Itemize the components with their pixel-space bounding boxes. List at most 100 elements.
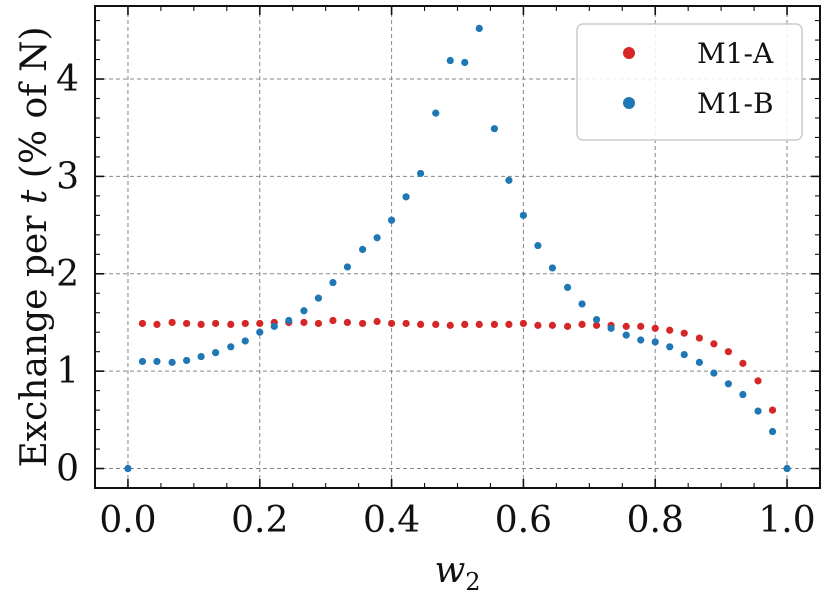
data-point-m1-b [373,234,381,242]
data-point-m1-b [578,300,586,308]
data-point-m1-b [783,464,791,473]
x-axis-label: w2 [434,550,480,594]
x-tick-label: 0.0 [99,500,156,541]
data-point-m1-b [227,343,235,351]
data-point-m1-b [534,241,542,250]
y-tick-label: 1 [56,351,79,392]
data-point-m1-b [651,338,659,346]
data-point-m1-a [168,318,176,327]
x-tick-label: 0.8 [627,500,684,541]
data-point-m1-b [592,315,601,324]
data-point-m1-a [432,320,440,329]
tick-labels: 0.0 0.2 0.4 0.6 0.8 1.0 0 1 2 3 4 [56,59,816,541]
data-point-m1-a [724,348,732,356]
x-tick-label: 1.0 [758,500,815,541]
data-point-m1-b [197,352,205,361]
data-point-m1-b [695,358,703,366]
data-point-m1-a [358,319,367,328]
data-point-m1-b [505,176,513,184]
data-point-m1-b [212,349,220,357]
data-point-m1-a [402,319,410,328]
data-point-m1-a [505,320,513,329]
data-point-m1-b [563,283,572,292]
data-points [124,24,791,473]
data-point-m1-b [666,343,674,351]
x-tick-label: 0.4 [363,500,420,541]
data-point-m1-a [592,321,601,329]
data-point-m1-b [461,58,469,67]
data-point-m1-b [548,264,557,272]
x-axis-label-sub: 2 [465,568,480,594]
x-axis-label-var: w [434,550,465,591]
data-point-m1-b [739,390,747,399]
data-point-m1-a [227,320,235,329]
data-point-m1-a [300,318,308,327]
legend: M1-A M1-B [576,23,803,141]
data-point-m1-a [490,320,499,329]
data-point-m1-b [343,263,352,271]
data-point-m1-a [768,406,777,414]
y-tick-label: 3 [56,156,79,197]
data-point-m1-a [446,321,454,329]
data-point-m1-a [475,320,483,329]
data-point-m1-b [256,328,264,336]
data-point-m1-b [138,357,147,366]
data-point-m1-a [695,334,703,342]
data-point-m1-a [183,319,191,328]
data-point-m1-b [124,464,132,473]
data-point-m1-b [724,380,732,388]
data-point-m1-b [622,331,630,339]
data-point-m1-b [710,369,718,377]
data-point-m1-b [329,278,337,287]
data-point-m1-a [534,321,542,329]
data-point-m1-b [432,109,440,117]
data-point-m1-a [622,322,630,330]
data-point-m1-a [666,326,674,334]
legend-label-m1-b: M1-B [697,87,774,120]
data-point-m1-a [153,320,161,329]
data-point-m1-a [548,321,557,329]
data-point-m1-b [241,337,249,345]
data-point-m1-b [680,350,688,359]
legend-marker-m1-b [623,97,635,109]
data-point-m1-a [387,319,396,328]
data-point-m1-b [446,56,454,65]
data-point-m1-b [387,216,396,224]
data-point-m1-b [475,24,483,32]
data-point-m1-b [168,358,176,366]
y-axis-label-var: t [14,189,55,204]
data-point-m1-a [314,319,323,328]
data-point-m1-b [416,169,425,178]
data-point-m1-a [197,320,205,329]
data-point-m1-a [637,322,645,330]
y-tick-label: 0 [56,449,79,490]
data-point-m1-b [637,336,645,344]
data-point-m1-a [563,322,572,330]
data-point-m1-b [285,316,293,325]
data-point-m1-a [754,377,762,385]
data-point-m1-a [519,319,528,328]
data-point-m1-a [578,320,586,329]
data-point-m1-b [402,193,410,201]
data-point-m1-a [373,317,381,326]
data-point-m1-b [300,307,308,315]
data-point-m1-a [680,329,688,337]
data-point-m1-a [256,319,264,328]
data-point-m1-a [651,324,659,332]
data-point-m1-b [490,125,499,133]
data-point-m1-a [329,316,337,325]
legend-marker-m1-a [623,47,635,59]
data-point-m1-b [607,324,615,332]
data-point-m1-b [153,357,161,366]
data-point-m1-b [183,356,191,365]
data-point-m1-b [768,427,777,436]
y-tick-label: 4 [56,59,79,100]
data-point-m1-a [138,319,147,328]
data-point-m1-b [754,407,762,415]
data-point-m1-a [241,319,249,328]
data-point-m1-a [212,319,220,328]
y-axis-label-suffix: (% of N) [14,27,55,190]
data-point-m1-b [314,294,323,302]
data-point-m1-a [710,340,718,348]
